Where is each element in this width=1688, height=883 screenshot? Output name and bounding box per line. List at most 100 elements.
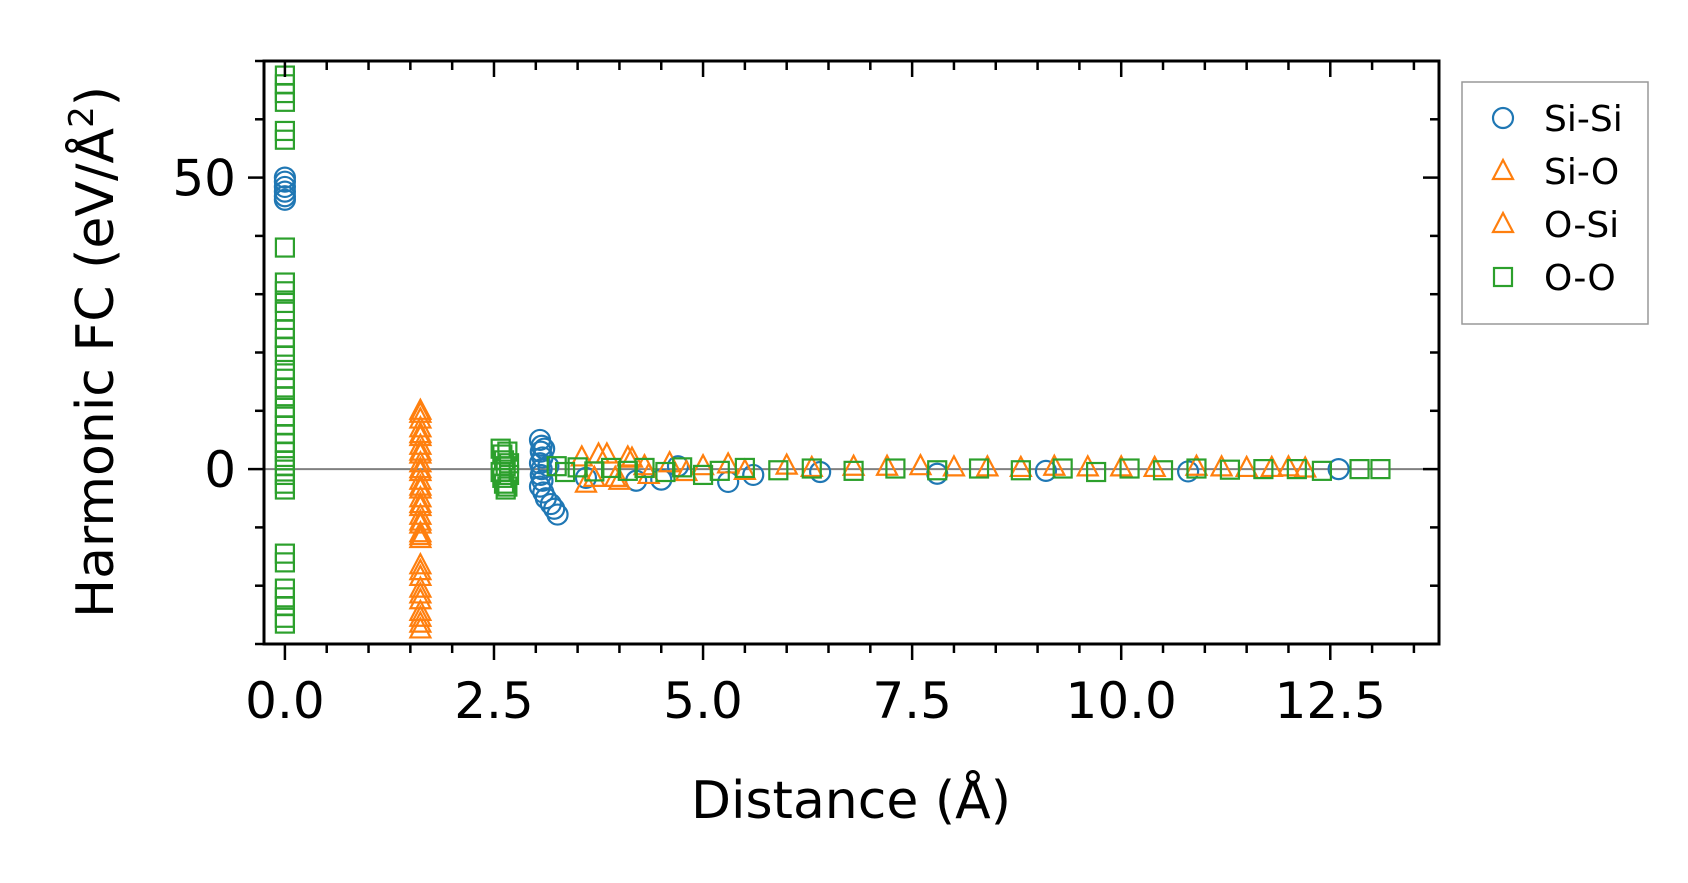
- data-point: [584, 461, 605, 482]
- data-point: [554, 461, 576, 483]
- data-point: [620, 445, 644, 468]
- data-point: [968, 458, 990, 479]
- legend-marker: [1491, 106, 1515, 130]
- y-tick-label: 50: [172, 150, 236, 208]
- tick-labels: 0.0 2.5 5.0 7.5 10.0 12.5 0 50: [172, 150, 1386, 730]
- legend-label: Si-Si: [1544, 99, 1623, 140]
- data-point: [655, 461, 676, 483]
- data-point: [408, 616, 433, 639]
- data-point: [408, 610, 433, 633]
- x-tick-label: 7.5: [872, 672, 952, 730]
- data-point: [634, 457, 655, 479]
- data-point: [408, 557, 433, 581]
- legend-entries: Si-Si Si-O O-Si O-O: [1491, 99, 1623, 299]
- data-point: [1370, 459, 1391, 480]
- x-axis-label: Distance (Å): [691, 769, 1011, 831]
- data-point: [543, 497, 566, 520]
- data-point: [274, 613, 296, 634]
- data-point: [1186, 458, 1207, 479]
- legend-marker: [1491, 210, 1515, 234]
- x-tick-label: 12.5: [1275, 672, 1386, 730]
- data-point: [885, 458, 906, 479]
- data-point: [273, 188, 297, 211]
- data-point: [528, 475, 552, 498]
- legend-label: O-O: [1544, 258, 1616, 299]
- legend: Si-Si Si-O O-Si O-O: [1461, 81, 1649, 325]
- data-point: [498, 464, 520, 486]
- data-point: [497, 476, 518, 497]
- data-point: [1052, 458, 1073, 479]
- legend-entry: O-O: [1492, 258, 1616, 299]
- data-point: [801, 458, 822, 479]
- data-point: [942, 453, 966, 477]
- data-point: [533, 437, 556, 460]
- data-point: [408, 575, 433, 598]
- data-point: [569, 444, 594, 467]
- data-point: [582, 464, 607, 487]
- data-point: [408, 525, 433, 549]
- x-tick-label: 2.5: [454, 672, 534, 730]
- data-point: [632, 452, 657, 476]
- legend-entry: O-Si: [1491, 205, 1619, 246]
- data-point: [672, 457, 693, 478]
- data-point: [274, 479, 296, 500]
- y-tick-label: 0: [204, 441, 236, 499]
- legend-label: Si-O: [1544, 152, 1619, 193]
- x-tick-label: 0.0: [245, 672, 325, 730]
- data-point: [1253, 459, 1274, 480]
- data-point: [600, 457, 622, 479]
- data-point: [274, 91, 296, 112]
- data-point: [274, 129, 296, 150]
- data-point: [497, 441, 518, 462]
- data-point: [1034, 459, 1058, 482]
- data-point: [408, 508, 433, 531]
- data-point: [709, 460, 730, 481]
- data-point: [1086, 461, 1107, 483]
- data-point: [1010, 460, 1031, 481]
- data-point: [691, 452, 715, 476]
- data-point: [617, 460, 638, 481]
- data-point: [498, 453, 520, 474]
- data-point: [408, 551, 433, 575]
- data-point: [734, 457, 755, 479]
- data-point: [768, 460, 789, 481]
- data-point: [1219, 459, 1241, 480]
- data-point: [843, 460, 864, 481]
- y-axis-label-superscript: 2: [62, 106, 102, 128]
- legend-label: O-Si: [1544, 205, 1619, 246]
- data-point: [1286, 459, 1307, 480]
- data-point: [657, 449, 682, 473]
- series-si-o: [408, 397, 1301, 639]
- data-point: [408, 581, 433, 604]
- data-point: [408, 604, 433, 627]
- data-point: [1327, 458, 1350, 481]
- data-point: [1119, 458, 1140, 479]
- data-point: [1184, 453, 1209, 476]
- x-tick-label: 10.0: [1066, 672, 1177, 730]
- data-point: [799, 454, 824, 478]
- data-point: [733, 457, 757, 480]
- plot-frame: [262, 59, 1441, 646]
- data-point: [574, 470, 598, 493]
- data-point: [841, 453, 866, 476]
- data-point: [274, 281, 296, 302]
- data-point: [273, 170, 297, 193]
- data-point: [408, 522, 433, 546]
- data-point: [692, 464, 714, 486]
- data-point: [908, 452, 933, 476]
- y-axis-label-main: Harmonic FC (eV/Å: [64, 127, 126, 618]
- legend-entry: Si-Si: [1491, 99, 1623, 140]
- data-point: [615, 444, 640, 467]
- data-point: [274, 237, 296, 258]
- data-point: [274, 552, 296, 573]
- data-point: [408, 519, 433, 543]
- data-point: [1311, 460, 1333, 481]
- legend-entry: Si-O: [1491, 152, 1619, 193]
- x-tick-label: 5.0: [663, 672, 743, 730]
- data-point: [927, 460, 948, 481]
- data-point: [274, 345, 296, 366]
- legend-marker: [1491, 157, 1515, 181]
- data-point: [408, 511, 433, 534]
